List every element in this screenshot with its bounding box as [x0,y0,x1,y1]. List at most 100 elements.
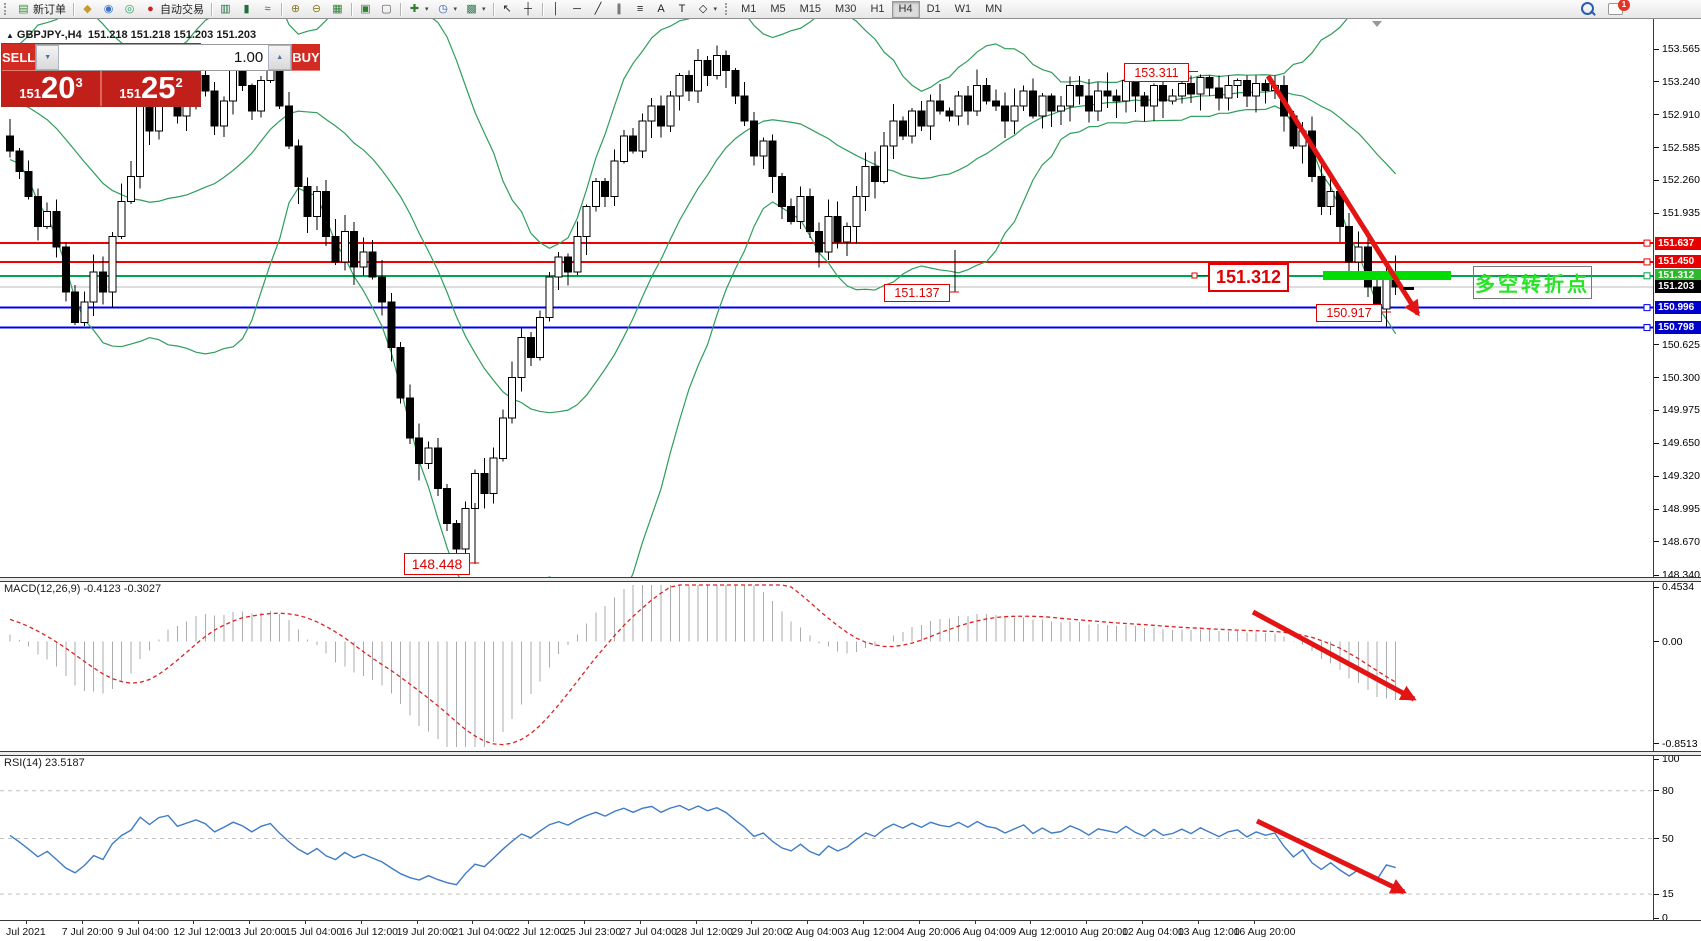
tick-mark [1654,790,1659,792]
template-icon: ▩ [466,3,477,15]
collapse-arrow-icon[interactable]: ▲ [6,31,14,40]
support-zone-bar[interactable] [1323,271,1451,280]
channel-tool[interactable]: ∥ [609,1,630,17]
timeframe-d1[interactable]: D1 [926,2,941,15]
autotrade-button[interactable]: ● 自动交易 [140,1,208,17]
time-axis[interactable]: Jul 2021 7 Jul 20:00 9 Jul 04:00 12 Jul 12:… [0,920,1701,941]
tick-mark [1654,917,1659,919]
time-label: 25 Jul 23:00 [564,926,622,938]
tile-windows-icon[interactable]: ▦ [327,1,348,17]
time-tick [81,921,83,924]
zoom-in-icon[interactable]: ⊕ [285,1,306,17]
arrange-charts-icon[interactable]: ▣ [355,1,376,17]
zoom-in-icon-icon: ⊕ [290,3,301,15]
chevron-down-icon[interactable]: ▾ [482,6,486,13]
broadcast-icon[interactable]: ◎ [119,1,140,17]
price-tick: 153.565 [1654,43,1700,55]
notifications-icon[interactable]: 1 [1608,0,1630,15]
cursor-tool[interactable]: ↖ [497,1,518,17]
macd-panel[interactable]: MACD(12,26,9) -0.4123 -0.3027 [0,581,1653,752]
history-icon[interactable]: ◆ [77,1,98,17]
symbol-ohlc: 151.218 151.218 151.203 151.203 [87,29,257,41]
trendline-tool[interactable]: ╱ [588,1,609,17]
bar-chart-icon[interactable]: ▥ [215,1,236,17]
track-chart-icon[interactable]: ▢ [376,1,397,17]
toolbar-separator [400,2,401,16]
label-tool[interactable]: T [672,1,693,17]
note-annotation[interactable]: 多空转折点 [1473,266,1592,299]
chevron-down-icon[interactable]: ▾ [713,6,718,13]
toolbar-grip[interactable] [4,3,9,15]
tick-mark [1654,114,1659,116]
vertical-line-tool[interactable]: │ [546,1,567,17]
sell-price[interactable]: 151 20 3 [2,71,100,106]
toolbar-grip[interactable] [725,3,730,15]
time-tick [1253,921,1255,924]
profile-icon[interactable]: ◉ [98,1,119,17]
time-tick [807,921,809,924]
time-tick [918,921,920,924]
time-tick [639,921,641,924]
history-icon-icon: ◆ [83,3,92,15]
shapes-icon: ◇ [698,3,708,15]
add-indicator-button[interactable]: ✚ ▾ [404,1,433,17]
rsi-panel[interactable]: RSI(14) 23.5187 [0,755,1653,920]
chevron-down-icon[interactable]: ▾ [453,6,458,13]
text-icon: A [657,3,665,15]
arrange-charts-icon-icon: ▣ [360,3,371,15]
time-label: 16 Aug 20:00 [1233,926,1296,938]
buy-price[interactable]: 151 25 2 [100,71,200,106]
price-axis[interactable]: 153.565 153.240 152.910 152.585 152.260 151.9… [1653,18,1701,924]
crosshair-tool[interactable]: ┼ [518,1,539,17]
new-order-button-label: 新订单 [33,4,66,16]
time-label: 29 Jul 20:00 [731,926,789,938]
panel-splitter[interactable] [0,751,1701,756]
timeframe-m15[interactable]: M15 [799,2,822,15]
shapes-tool[interactable]: ◇ ▾ [693,1,722,17]
time-tick [1142,921,1143,924]
price-line-badge: 151.637 [1655,236,1701,250]
price-annotation[interactable]: 153.311 [1124,63,1189,82]
price-annotation[interactable]: 150.917 [1316,304,1382,322]
timeframe-h4[interactable]: H4 [891,0,920,18]
timeframe-h1[interactable]: H1 [870,2,885,15]
volume-decrease-button[interactable]: ▼ [36,45,60,70]
candlestick-chart-icon[interactable]: ▮ [236,1,257,17]
price-annotation[interactable]: 148.448 [404,553,470,575]
volume-input[interactable] [59,45,269,70]
zoom-out-icon[interactable]: ⊖ [306,1,327,17]
time-label: 15 Jul 04:00 [285,926,343,938]
horizontal-line-tool[interactable]: ─ [567,1,588,17]
sell-button[interactable]: SELL [2,44,36,71]
line-chart-icon[interactable]: ≈ [257,1,278,17]
template-button[interactable]: ▩ ▾ [461,1,490,17]
timeframe-w1[interactable]: W1 [954,2,972,15]
timeframe-m30[interactable]: M30 [835,2,857,15]
time-label: 21 Jul 04:00 [452,926,510,938]
text-tool[interactable]: A [651,1,672,17]
tick-label: 15 [1662,888,1674,901]
tick-label: 148.670 [1662,535,1700,548]
toolbar-separator [73,2,74,16]
chevron-down-icon[interactable]: ▾ [425,6,429,13]
price-line-badge: 151.203 [1655,280,1701,294]
price-chart-panel[interactable] [0,18,1653,578]
sell-price-prefix: 151 [19,86,41,101]
toolbar-separator [351,2,352,16]
timeframe-m1[interactable]: M1 [741,2,757,15]
time-tick [863,921,864,924]
buy-button[interactable]: BUY [292,44,320,71]
volume-increase-button[interactable]: ▲ [268,45,292,70]
new-order-button[interactable]: ▤ 新订单 [13,1,70,17]
period-button[interactable]: ◷ ▾ [433,1,462,17]
timeframe-m5[interactable]: M5 [770,2,786,15]
timeframe-mn[interactable]: MN [985,2,1003,15]
main-toolbar: ▤ 新订单 ◆ ◉ ◎ ● 自动交易 ▥ ▮ ≈ ⊕ ⊖ ▦ ▣ ▢ ✚ ▾ ◷ ▾ ▩ ▾ ↖ ┼ │ ─ ╱ ∥ ≡ A T ◇ ▾ M1 M… [0,0,1701,19]
sell-price-sup: 3 [75,75,83,90]
search-icon[interactable] [1581,2,1594,15]
price-annotation[interactable]: 151.137 [884,284,950,302]
price-annotation[interactable]: 151.312 [1208,263,1289,292]
fibonacci-tool[interactable]: ≡ [630,1,651,17]
tick-label: 150.300 [1662,371,1700,384]
panel-splitter[interactable] [0,577,1701,582]
